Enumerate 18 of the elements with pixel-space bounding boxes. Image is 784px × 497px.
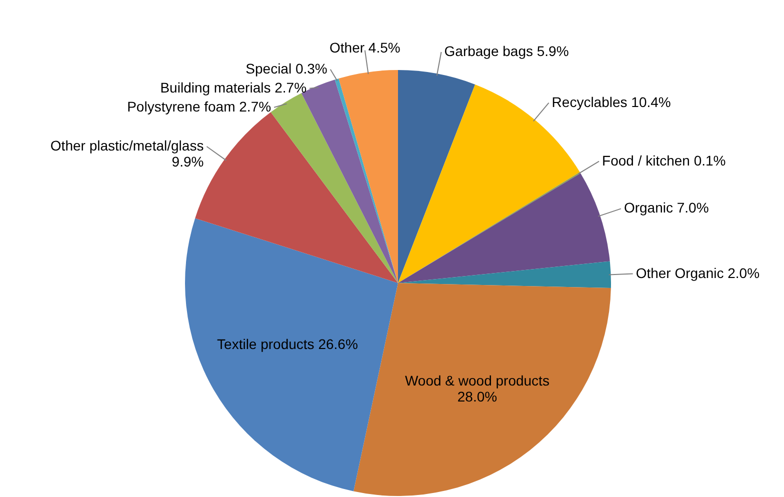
- slice-label: Wood & wood products: [404, 372, 550, 388]
- slice-label: Building materials 2.7%: [160, 79, 307, 96]
- pie-slice: [185, 218, 398, 492]
- data-label: 28.0%: [457, 388, 498, 404]
- slice-label: Garbage bags 5.9%: [444, 43, 569, 60]
- slice-label: Special 0.3%: [246, 60, 328, 76]
- pie-slice: [270, 93, 398, 283]
- slice-label: Other plastic/metal/glass: [50, 137, 204, 154]
- slice-label: Textile products 26.6%: [217, 336, 358, 352]
- pie-slice: [398, 261, 611, 288]
- slice-label: Food / kitchen 0.1%: [602, 152, 726, 168]
- slice-label: Polystyrene foam 2.7%: [127, 98, 272, 114]
- data-label: 9.9%: [172, 153, 204, 170]
- slice-label: Recyclables 10.4%: [552, 94, 671, 110]
- pie-slice: [398, 70, 476, 283]
- slice-label: Other 4.5%: [330, 39, 400, 56]
- slice-label: Organic 7.0%: [624, 200, 709, 216]
- slice-label: Other Organic 2.0%: [636, 264, 760, 281]
